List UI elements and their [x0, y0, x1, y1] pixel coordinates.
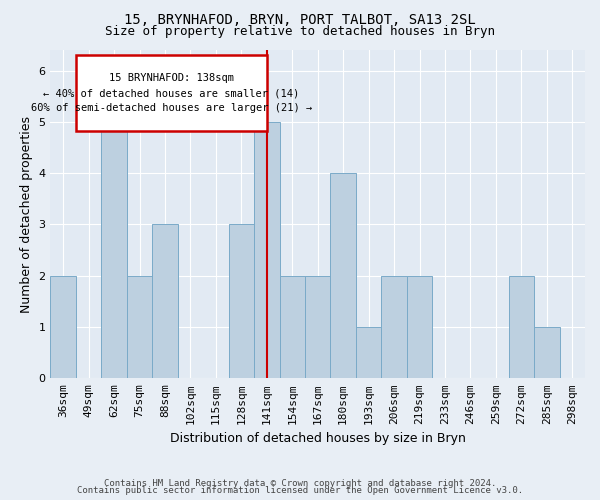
Bar — [152, 224, 178, 378]
Bar — [50, 276, 76, 378]
Bar — [407, 276, 432, 378]
FancyBboxPatch shape — [76, 55, 267, 131]
Text: 15 BRYNHAFOD: 138sqm
← 40% of detached houses are smaller (14)
60% of semi-detac: 15 BRYNHAFOD: 138sqm ← 40% of detached h… — [31, 74, 312, 113]
Bar — [280, 276, 305, 378]
X-axis label: Distribution of detached houses by size in Bryn: Distribution of detached houses by size … — [170, 432, 466, 445]
Bar — [331, 173, 356, 378]
Bar — [101, 122, 127, 378]
Bar — [534, 327, 560, 378]
Text: Contains HM Land Registry data © Crown copyright and database right 2024.: Contains HM Land Registry data © Crown c… — [104, 478, 496, 488]
Text: Contains public sector information licensed under the Open Government Licence v3: Contains public sector information licen… — [77, 486, 523, 495]
Text: Size of property relative to detached houses in Bryn: Size of property relative to detached ho… — [105, 25, 495, 38]
Bar — [305, 276, 331, 378]
Bar — [356, 327, 382, 378]
Text: 15, BRYNHAFOD, BRYN, PORT TALBOT, SA13 2SL: 15, BRYNHAFOD, BRYN, PORT TALBOT, SA13 2… — [124, 12, 476, 26]
Bar — [254, 122, 280, 378]
Y-axis label: Number of detached properties: Number of detached properties — [20, 116, 33, 312]
Bar — [127, 276, 152, 378]
Bar — [382, 276, 407, 378]
Bar — [509, 276, 534, 378]
Bar — [229, 224, 254, 378]
